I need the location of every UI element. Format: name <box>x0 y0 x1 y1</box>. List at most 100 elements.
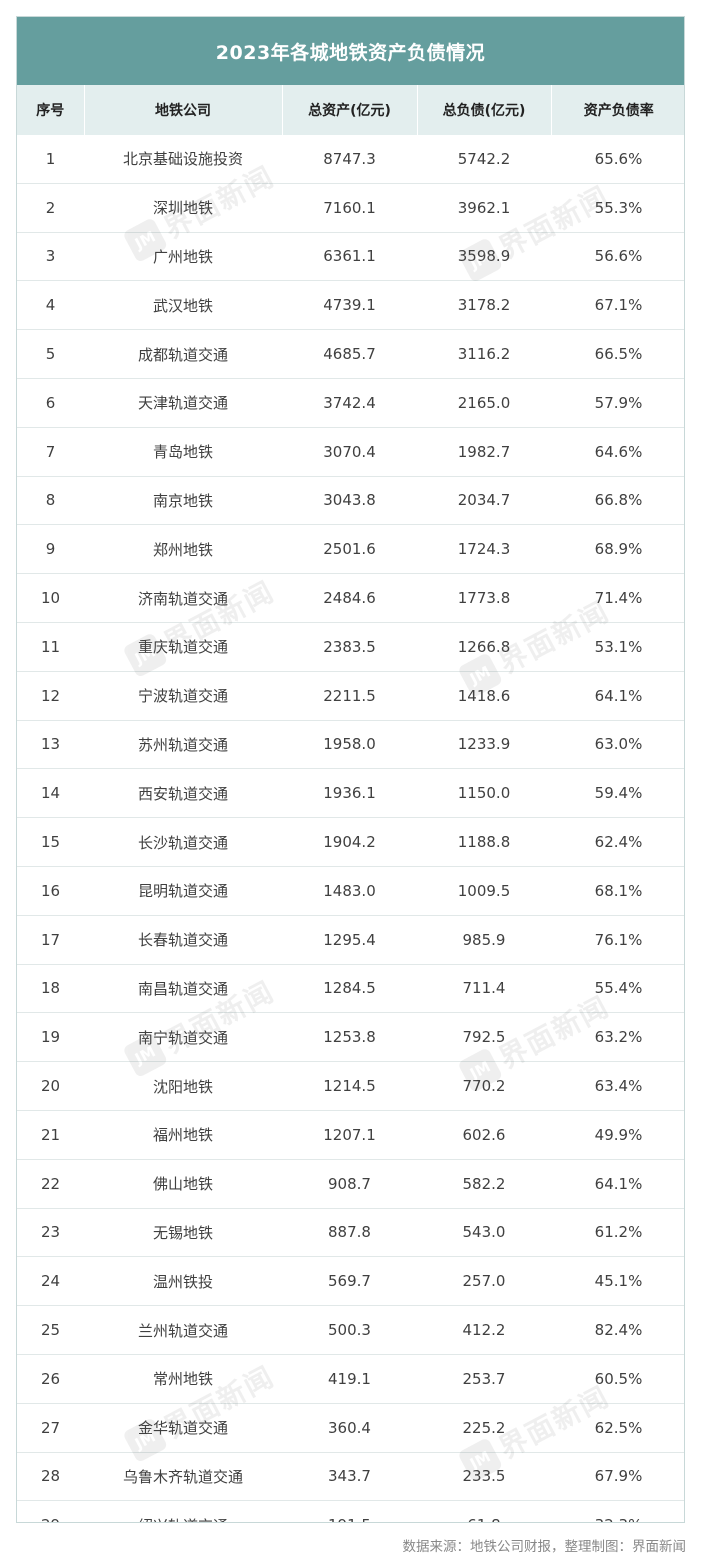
cell-rank: 23 <box>17 1207 84 1257</box>
cell-total-assets: 887.8 <box>282 1207 417 1257</box>
cell-company: 南京地铁 <box>84 475 282 525</box>
cell-rank: 4 <box>17 280 84 330</box>
cell-debt-ratio: 63.2% <box>551 1012 684 1062</box>
table-row: 21 福州地铁 1207.1 602.6 49.9% <box>17 1109 684 1160</box>
cell-total-assets: 343.7 <box>282 1451 417 1501</box>
cell-company: 济南轨道交通 <box>84 573 282 623</box>
cell-total-assets: 6361.1 <box>282 231 417 281</box>
cell-total-liabilities: 61.8 <box>417 1500 551 1522</box>
table-row: 11 重庆轨道交通 2383.5 1266.8 53.1% <box>17 621 684 672</box>
cell-debt-ratio: 65.6% <box>594 149 643 168</box>
cell-total-liabilities: 792.5 <box>417 1012 551 1062</box>
cell-rank: 21 <box>17 1109 84 1160</box>
source-note: 数据来源：地铁公司财报，整理制图：界面新闻 <box>402 1539 687 1555</box>
cell-debt-ratio: 49.9% <box>551 1109 684 1160</box>
cell-debt-ratio: 68.9% <box>551 524 684 574</box>
cell-company: 南昌轨道交通 <box>84 963 282 1013</box>
cell-rank: 10 <box>17 573 84 623</box>
table-row: 18 南昌轨道交通 1284.5 711.4 55.4% <box>17 963 684 1013</box>
cell-total-assets: 2211.5 <box>282 670 417 721</box>
table-row: 24 温州铁投 569.7 257.0 45.1% <box>17 1256 684 1306</box>
cell-total-assets: 7160.1 <box>282 182 417 233</box>
cell-company: 沈阳地铁 <box>84 1061 282 1111</box>
cell-company: 北京基础设施投资 <box>122 150 243 169</box>
cell-total-assets: 1253.8 <box>282 1012 417 1062</box>
cell-rank: 3 <box>17 231 84 281</box>
cell-rank: 20 <box>17 1061 84 1111</box>
cell-company: 南宁轨道交通 <box>84 1012 282 1062</box>
table-row: 10 济南轨道交通 2484.6 1773.8 71.4% <box>17 573 684 623</box>
table-row: 16 昆明轨道交通 1483.0 1009.5 68.1% <box>17 865 684 916</box>
cell-company: 乌鲁木齐轨道交通 <box>84 1451 282 1501</box>
table-row: 17 长春轨道交通 1295.4 985.9 76.1% <box>17 914 684 965</box>
cell-company: 绍兴轨道交通 <box>84 1500 282 1522</box>
cell-company: 武汉地铁 <box>84 280 282 330</box>
cell-total-assets: 908.7 <box>282 1158 417 1209</box>
table-row: 12 宁波轨道交通 2211.5 1418.6 64.1% <box>17 670 684 721</box>
cell-company: 西安轨道交通 <box>84 768 282 818</box>
table-row: 13 苏州轨道交通 1958.0 1233.9 63.0% <box>17 719 684 769</box>
table-row: 28 乌鲁木齐轨道交通 343.7 233.5 67.9% <box>17 1451 684 1501</box>
cell-total-liabilities: 1233.9 <box>417 719 551 769</box>
cell-total-liabilities: 985.9 <box>417 914 551 965</box>
cell-total-assets: 569.7 <box>282 1256 417 1306</box>
cell-debt-ratio: 61.2% <box>551 1207 684 1257</box>
cell-total-liabilities: 1724.3 <box>417 524 551 574</box>
table-row: 26 常州地铁 419.1 253.7 60.5% <box>17 1353 684 1404</box>
table-row: 4 武汉地铁 4739.1 3178.2 67.1% <box>17 280 684 330</box>
header-total-liabilities: 总负债(亿元) <box>417 85 552 135</box>
cell-debt-ratio: 32.3% <box>551 1500 684 1522</box>
cell-total-assets: 360.4 <box>282 1402 417 1453</box>
cell-rank: 12 <box>17 670 84 721</box>
cell-debt-ratio: 53.1% <box>551 621 684 672</box>
cell-total-assets: 8747.3 <box>323 149 376 168</box>
table-title: 2023年各城地铁资产负债情况 <box>17 17 684 85</box>
cell-total-assets: 1483.0 <box>282 865 417 916</box>
cell-company: 成都轨道交通 <box>84 329 282 379</box>
cell-total-liabilities: 543.0 <box>417 1207 551 1257</box>
table-row: 2 深圳地铁 7160.1 3962.1 55.3% <box>17 182 684 233</box>
header-total-assets: 总资产(亿元) <box>282 85 418 135</box>
table-row: 9 郑州地铁 2501.6 1724.3 68.9% <box>17 524 684 574</box>
cell-total-liabilities: 3598.9 <box>417 231 551 281</box>
cell-debt-ratio: 67.9% <box>551 1451 684 1501</box>
cell-total-assets: 2383.5 <box>282 621 417 672</box>
cell-total-assets: 1284.5 <box>282 963 417 1013</box>
cell-debt-ratio: 60.5% <box>551 1353 684 1404</box>
cell-rank: 6 <box>17 377 84 428</box>
cell-total-liabilities: 257.0 <box>417 1256 551 1306</box>
cell-total-assets: 191.5 <box>282 1500 417 1522</box>
cell-rank: 8 <box>17 475 84 525</box>
table-row: 6 天津轨道交通 3742.4 2165.0 57.9% <box>17 377 684 428</box>
cell-total-assets: 2484.6 <box>282 573 417 623</box>
cell-company: 金华轨道交通 <box>84 1402 282 1453</box>
cell-debt-ratio: 45.1% <box>551 1256 684 1306</box>
cell-total-liabilities: 1150.0 <box>417 768 551 818</box>
cell-total-assets: 3070.4 <box>282 426 417 477</box>
cell-debt-ratio: 64.6% <box>551 426 684 477</box>
cell-total-liabilities: 5742.2 <box>457 149 511 168</box>
cell-company: 兰州轨道交通 <box>84 1305 282 1355</box>
cell-company: 广州地铁 <box>84 231 282 281</box>
cell-total-assets: 3742.4 <box>282 377 417 428</box>
cell-rank: 28 <box>17 1451 84 1501</box>
cell-debt-ratio: 71.4% <box>551 573 684 623</box>
cell-total-liabilities: 2165.0 <box>417 377 551 428</box>
cell-total-assets: 2501.6 <box>282 524 417 574</box>
table-row: 29绍兴轨道交通191.561.832.3% <box>17 1500 684 1522</box>
cell-debt-ratio: 76.1% <box>551 914 684 965</box>
cell-total-assets: 1958.0 <box>282 719 417 769</box>
cell-rank: 26 <box>17 1353 84 1404</box>
table-header-row: 序号 地铁公司 总资产(亿元) 总负债(亿元) 资产负债率 <box>17 85 684 135</box>
cell-company: 宁波轨道交通 <box>84 670 282 721</box>
cell-total-liabilities: 253.7 <box>417 1353 551 1404</box>
table-row: 23 无锡地铁 887.8 543.0 61.2% <box>17 1207 684 1257</box>
cell-rank: 27 <box>17 1402 84 1453</box>
cell-debt-ratio: 64.1% <box>551 1158 684 1209</box>
cell-company: 重庆轨道交通 <box>84 621 282 672</box>
table-row: 1 北京基础设施投资 8747.3 5742.2 65.6% <box>17 135 684 183</box>
cell-total-liabilities: 412.2 <box>417 1305 551 1355</box>
cell-total-liabilities: 3178.2 <box>417 280 551 330</box>
cell-company: 常州地铁 <box>84 1353 282 1404</box>
table-row: 19 南宁轨道交通 1253.8 792.5 63.2% <box>17 1012 684 1062</box>
